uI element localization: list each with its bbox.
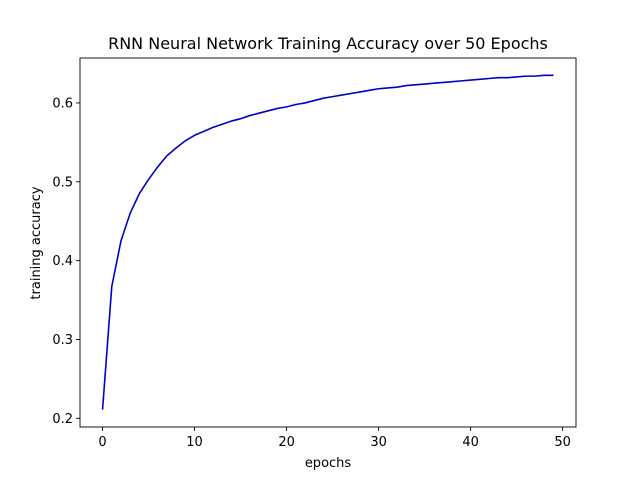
- x-tick-label: 30: [370, 435, 387, 450]
- y-tick-label: 0.3: [52, 333, 73, 348]
- y-tick-label: 0.4: [52, 254, 73, 269]
- y-tick-label: 0.2: [52, 412, 73, 427]
- chart-title: RNN Neural Network Training Accuracy ove…: [108, 34, 548, 53]
- series-line-0: [101, 74, 554, 410]
- x-tick-label: 20: [278, 435, 295, 450]
- axes-frame: [79, 57, 577, 428]
- x-tick-label: 40: [462, 435, 479, 450]
- plot-area: 0 10 20 30 40 50 0.2 0.3 0.4 0.5 0.6: [52, 57, 577, 450]
- x-tick-label: 10: [186, 435, 203, 450]
- y-tick-label: 0.5: [52, 175, 73, 190]
- y-tick-label: 0.6: [52, 96, 73, 111]
- x-tick-label: 50: [554, 435, 571, 450]
- y-axis-label: training accuracy: [29, 186, 44, 299]
- x-axis-label: epochs: [305, 456, 352, 471]
- x-tick-label: 0: [98, 435, 106, 450]
